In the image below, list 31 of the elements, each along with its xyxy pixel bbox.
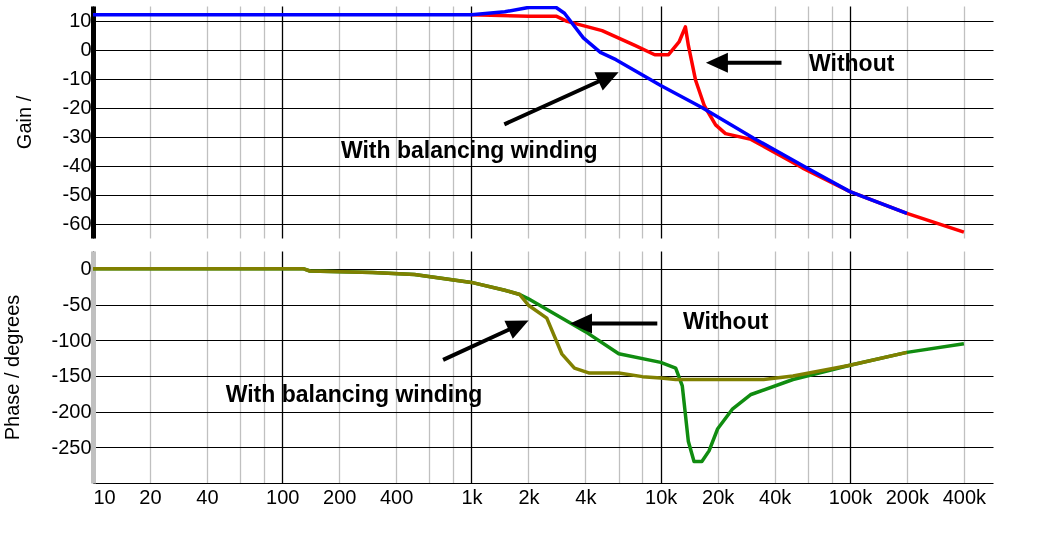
x-tick-label: 2k: [518, 485, 541, 508]
x-tick-label: 20k: [702, 485, 736, 508]
y-tick-label: -100: [51, 328, 92, 351]
x-tick-label: 1k: [461, 485, 484, 508]
x-tick-label: 400k: [942, 485, 988, 508]
y-axis-title: Phase / degrees: [1, 294, 24, 441]
y-tick-label: 0: [80, 257, 92, 280]
x-tick-label: 200k: [885, 485, 931, 508]
x-tick-label: 400: [379, 485, 414, 508]
x-tick-label: 40: [196, 485, 219, 508]
x-tick-label: 200: [323, 485, 357, 508]
y-tick-label: -50: [62, 183, 92, 205]
y-tick-label: -10: [62, 67, 92, 89]
y-tick-label: 10: [69, 9, 92, 31]
x-tick-label: 4k: [575, 485, 598, 508]
y-tick-label: -200: [51, 400, 92, 423]
y-tick-label: -250: [51, 435, 92, 458]
y-tick-label: -30: [62, 125, 92, 147]
y-tick-label: -20: [62, 96, 92, 118]
x-tick-label: 40k: [759, 485, 793, 508]
y-tick-label: -60: [62, 212, 92, 234]
x-tick-label: 100: [266, 485, 300, 508]
x-tick-label: 20: [139, 485, 162, 508]
x-tick-label: 100k: [828, 485, 874, 508]
y-tick-label: -40: [62, 154, 92, 176]
y-tick-label: 0: [80, 38, 92, 60]
y-tick-label: -50: [62, 293, 92, 316]
y-axis-title: Gain /: [12, 95, 35, 150]
x-tick-label: 10k: [645, 485, 679, 508]
y-tick-label: -150: [51, 364, 92, 387]
annotation: Without: [683, 308, 769, 335]
